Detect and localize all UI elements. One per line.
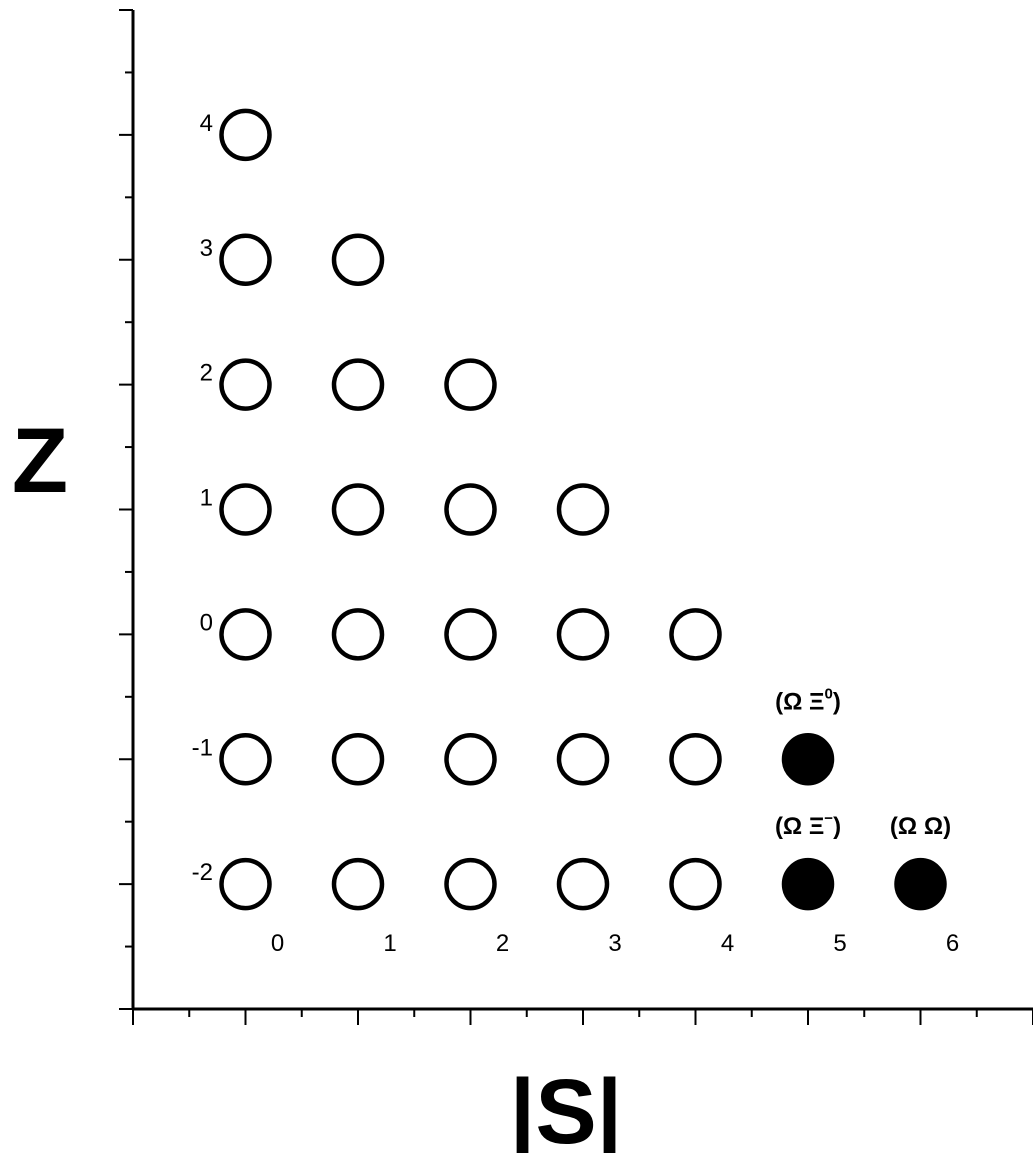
x-tick-label: 2 (496, 930, 509, 957)
annotation-close: ) (833, 813, 841, 840)
x-tick-label: 3 (608, 930, 621, 957)
x-tick-label: 6 (946, 930, 959, 957)
open-point (444, 483, 497, 536)
annotation-main: (Ω Ω) (890, 813, 951, 840)
open-point (669, 733, 722, 786)
open-point (331, 483, 385, 536)
open-point (219, 483, 272, 536)
y-axis-label: Z (12, 410, 68, 512)
x-tick-label: 0 (271, 930, 284, 957)
open-point (331, 358, 385, 411)
annotation-main: (Ω Ξ (775, 688, 824, 715)
point-annotation: (Ω Ξ−) (775, 810, 841, 840)
open-point (219, 358, 272, 411)
y-tick-label: 2 (200, 360, 213, 387)
open-point (331, 608, 385, 661)
y-tick-label: -2 (192, 859, 213, 886)
filled-point (781, 857, 835, 911)
open-point (444, 358, 497, 411)
open-point (444, 608, 497, 661)
open-point (556, 483, 610, 536)
open-point (556, 733, 610, 786)
y-tick-label: 1 (200, 485, 213, 512)
filled-point (894, 857, 947, 911)
open-point (444, 733, 497, 786)
y-tick-label: 4 (200, 110, 213, 137)
x-tick-label: 5 (833, 930, 846, 957)
point-annotation: (Ω Ξ0) (775, 685, 841, 715)
annotation-close: ) (833, 688, 841, 715)
open-point (331, 733, 385, 786)
open-point (556, 608, 610, 661)
annotation-superscript: − (824, 810, 833, 827)
open-point (219, 108, 272, 162)
filled-point (781, 733, 835, 786)
open-point (331, 233, 385, 286)
open-point (219, 733, 272, 786)
y-tick-label: -1 (192, 734, 213, 761)
annotation-main: (Ω Ξ (775, 813, 824, 840)
y-tick-label: 3 (200, 235, 213, 262)
open-point (331, 857, 385, 911)
y-tick-label: 0 (200, 609, 213, 636)
x-axis-ticks: 0 1 2 3 4 5 6 (132, 930, 1033, 1025)
open-point (219, 857, 272, 911)
open-point (219, 233, 272, 286)
x-tick-label: 4 (721, 930, 734, 957)
open-point (444, 857, 497, 911)
open-point (669, 857, 722, 911)
y-axis-ticks: -2 -1 0 1 2 3 4 (119, 9, 213, 1010)
open-point (556, 857, 610, 911)
annotations: (Ω Ξ0)(Ω Ξ−) (Ω Ω) (775, 685, 951, 840)
annotation-superscript: 0 (825, 685, 833, 702)
data-points (219, 108, 947, 911)
x-tick-label: 1 (383, 930, 396, 957)
x-axis-label: |S| (510, 1061, 623, 1153)
open-point (669, 608, 722, 661)
open-point (219, 608, 272, 661)
point-annotation: (Ω Ω) (890, 813, 951, 840)
